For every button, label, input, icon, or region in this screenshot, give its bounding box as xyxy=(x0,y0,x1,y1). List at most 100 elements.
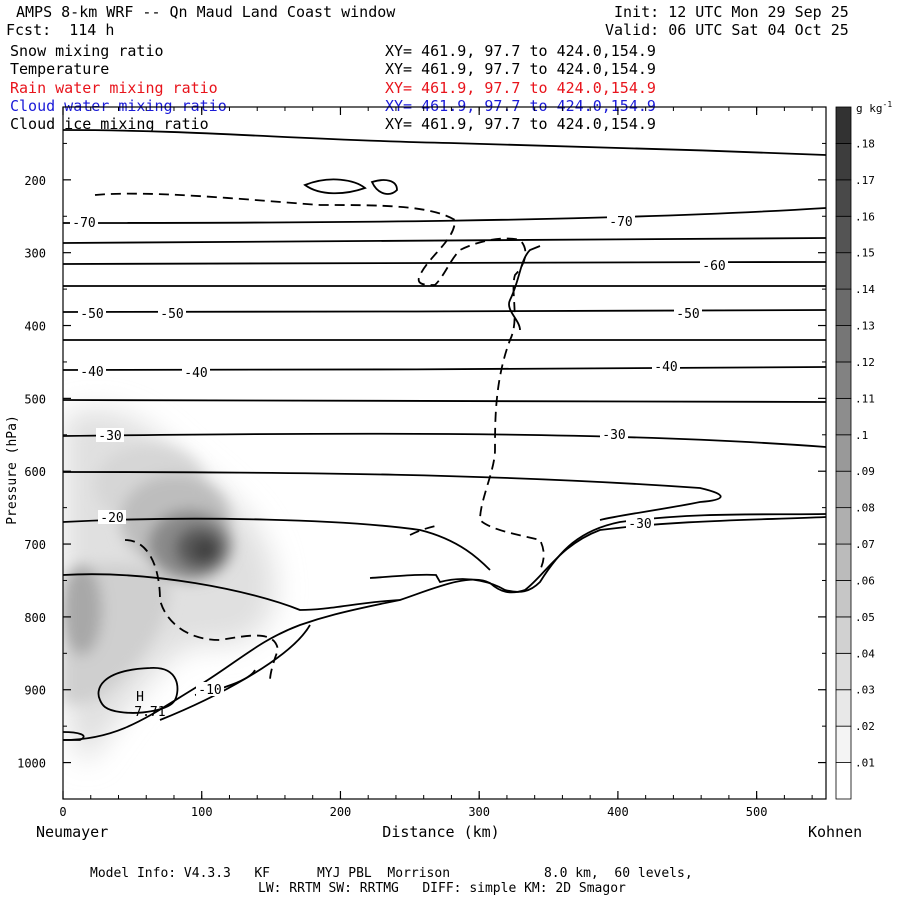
isotherm-label: -30 xyxy=(602,428,625,443)
field-name-rain: Rain water mixing ratio xyxy=(10,79,218,97)
y-tick-label: 500 xyxy=(24,392,46,406)
y-tick-label: 1000 xyxy=(17,757,46,771)
field-name-snow: Snow mixing ratio xyxy=(10,42,164,60)
isotherm-label: -40 xyxy=(184,366,207,381)
colorbar-swatch xyxy=(835,288,852,326)
field-xy-rain: XY= 461.9, 97.7 to 424.0,154.9 xyxy=(385,79,656,97)
colorbar-label: .16 xyxy=(855,210,875,223)
colorbar-label: .09 xyxy=(855,465,875,478)
x-tick-label: 400 xyxy=(607,805,629,819)
isotherm-label: -40 xyxy=(654,360,677,375)
isotherm-label: -20 xyxy=(100,511,123,526)
colorbar-swatch xyxy=(835,507,852,545)
snow-mixing-ratio-shading xyxy=(63,409,276,761)
extremum-value: -7.71 xyxy=(126,705,165,720)
model-info-line2: LW: RRTM SW: RRTMG DIFF: simple KM: 2D S… xyxy=(258,881,626,896)
isotherm-minus60 xyxy=(63,261,826,265)
valid-time: Valid: 06 UTC Sat 04 Oct 25 xyxy=(605,21,849,39)
isotherm-minus10 xyxy=(97,667,179,714)
colorbar-label: .11 xyxy=(855,392,875,405)
isotherm-label: -50 xyxy=(160,307,183,322)
colorbar-swatch xyxy=(835,580,852,618)
colorbar-swatch xyxy=(835,543,852,581)
isotherm-top xyxy=(63,129,826,156)
plot-frame xyxy=(62,106,827,800)
colorbar-label: .1 xyxy=(855,429,868,442)
isotherm-label: -30 xyxy=(98,429,121,444)
colorbar-label: .17 xyxy=(855,174,875,187)
field-xy-cloud-ice: XY= 461.9, 97.7 to 424.0,154.9 xyxy=(385,115,656,133)
colorbar-unit: g kg-1 xyxy=(856,100,892,115)
field-name-temperature: Temperature xyxy=(10,60,110,78)
y-tick-label: 600 xyxy=(24,465,46,479)
colorbar-label: .02 xyxy=(855,720,875,733)
field-xy-temperature: XY= 461.9, 97.7 to 424.0,154.9 xyxy=(385,60,656,78)
x-tick-label: 500 xyxy=(746,805,768,819)
isotherm-label: -50 xyxy=(676,307,699,322)
forecast-hour: Fcst: 114 h xyxy=(6,21,115,39)
colorbar-label: .01 xyxy=(855,757,875,770)
colorbar-label: .04 xyxy=(855,647,875,660)
model-info-line1: Model Info: V4.3.3 KF MYJ PBL Morrison 8… xyxy=(90,866,693,881)
isotherm-label: -70 xyxy=(72,216,95,231)
y-tick-label: 900 xyxy=(24,684,46,698)
colorbar-label: .15 xyxy=(855,247,875,260)
isotherm-label: -70 xyxy=(609,215,632,230)
colorbar-swatch xyxy=(835,106,852,144)
isotherm-minus70b xyxy=(63,237,826,244)
colorbar-label: .18 xyxy=(855,137,875,150)
x-tick-label: 100 xyxy=(191,805,213,819)
colorbar-swatch xyxy=(835,215,852,254)
y-tick-label: 200 xyxy=(24,174,46,188)
y-tick-label: 800 xyxy=(24,611,46,625)
x-tick-label: 0 xyxy=(59,805,66,819)
colorbar-label: .12 xyxy=(855,356,875,369)
colorbar-label: .08 xyxy=(855,502,875,515)
colorbar-label: .07 xyxy=(855,538,875,551)
x-axis: 0 100 200 300 400 500 xyxy=(59,107,813,819)
colorbar-label: .13 xyxy=(855,320,875,333)
isotherm-minus20 xyxy=(63,517,491,571)
y-tick-label: 400 xyxy=(24,320,46,334)
colorbar-swatch xyxy=(835,325,852,363)
x-axis-label: Distance (km) xyxy=(382,823,499,841)
init-time: Init: 12 UTC Mon 29 Sep 25 xyxy=(614,3,849,21)
colorbar-swatch xyxy=(835,470,852,509)
y-tick-label: 700 xyxy=(24,538,46,552)
colorbar-swatch xyxy=(835,361,852,399)
colorbar-swatch xyxy=(835,434,852,472)
field-name-cloud-ice: Cloud ice mixing ratio xyxy=(10,115,209,133)
isotherm-label: -40 xyxy=(80,365,103,380)
colorbar-swatch xyxy=(835,762,852,800)
isotherm-label: -50 xyxy=(80,307,103,322)
field-xy-snow: XY= 461.9, 97.7 to 424.0,154.9 xyxy=(385,42,656,60)
extremum-marker: H xyxy=(136,690,144,705)
colorbar-swatch xyxy=(835,616,852,654)
isotherm-label: -60 xyxy=(702,259,725,274)
colorbar-label: .14 xyxy=(855,283,875,296)
field-xy-cloud-water: XY= 461.9, 97.7 to 424.0,154.9 xyxy=(385,97,656,115)
x-tick-label: 200 xyxy=(330,805,352,819)
contour-lines xyxy=(63,129,826,741)
y-axis-label: Pressure (hPa) xyxy=(5,415,20,525)
isotherm-labels: -70 -70 -60 -50 -50 -50 -40 -40 -40 -30 … xyxy=(70,214,728,720)
y-tick-label: 300 xyxy=(24,247,46,261)
isotherm-minus40 xyxy=(63,366,826,371)
colorbar-swatch xyxy=(835,689,852,727)
x-end-label: Kohnen xyxy=(808,823,862,841)
isotherm-label: -30 xyxy=(628,517,651,532)
x-start-label: Neumayer xyxy=(36,823,108,841)
isotherm-minus30 xyxy=(63,432,826,448)
colorbar-swatch xyxy=(835,652,852,691)
colorbar-label: .06 xyxy=(855,574,875,587)
isotherm-label: -10 xyxy=(198,683,221,698)
colorbar-swatch xyxy=(835,725,852,763)
isotherm-minus70 xyxy=(63,207,826,224)
colorbar-swatch xyxy=(835,252,852,290)
colorbar: .01 .02 .03 .04 .05 .06 .07 .08 .09 .1 .11 .12 .13 .1… xyxy=(835,106,875,800)
y-axis: 200 300 400 500 600 700 800 900 1000 xyxy=(17,142,826,800)
field-name-cloud-water: Cloud water mixing ratio xyxy=(10,97,227,115)
colorbar-label: .05 xyxy=(855,611,875,624)
colorbar-swatch xyxy=(835,397,852,436)
